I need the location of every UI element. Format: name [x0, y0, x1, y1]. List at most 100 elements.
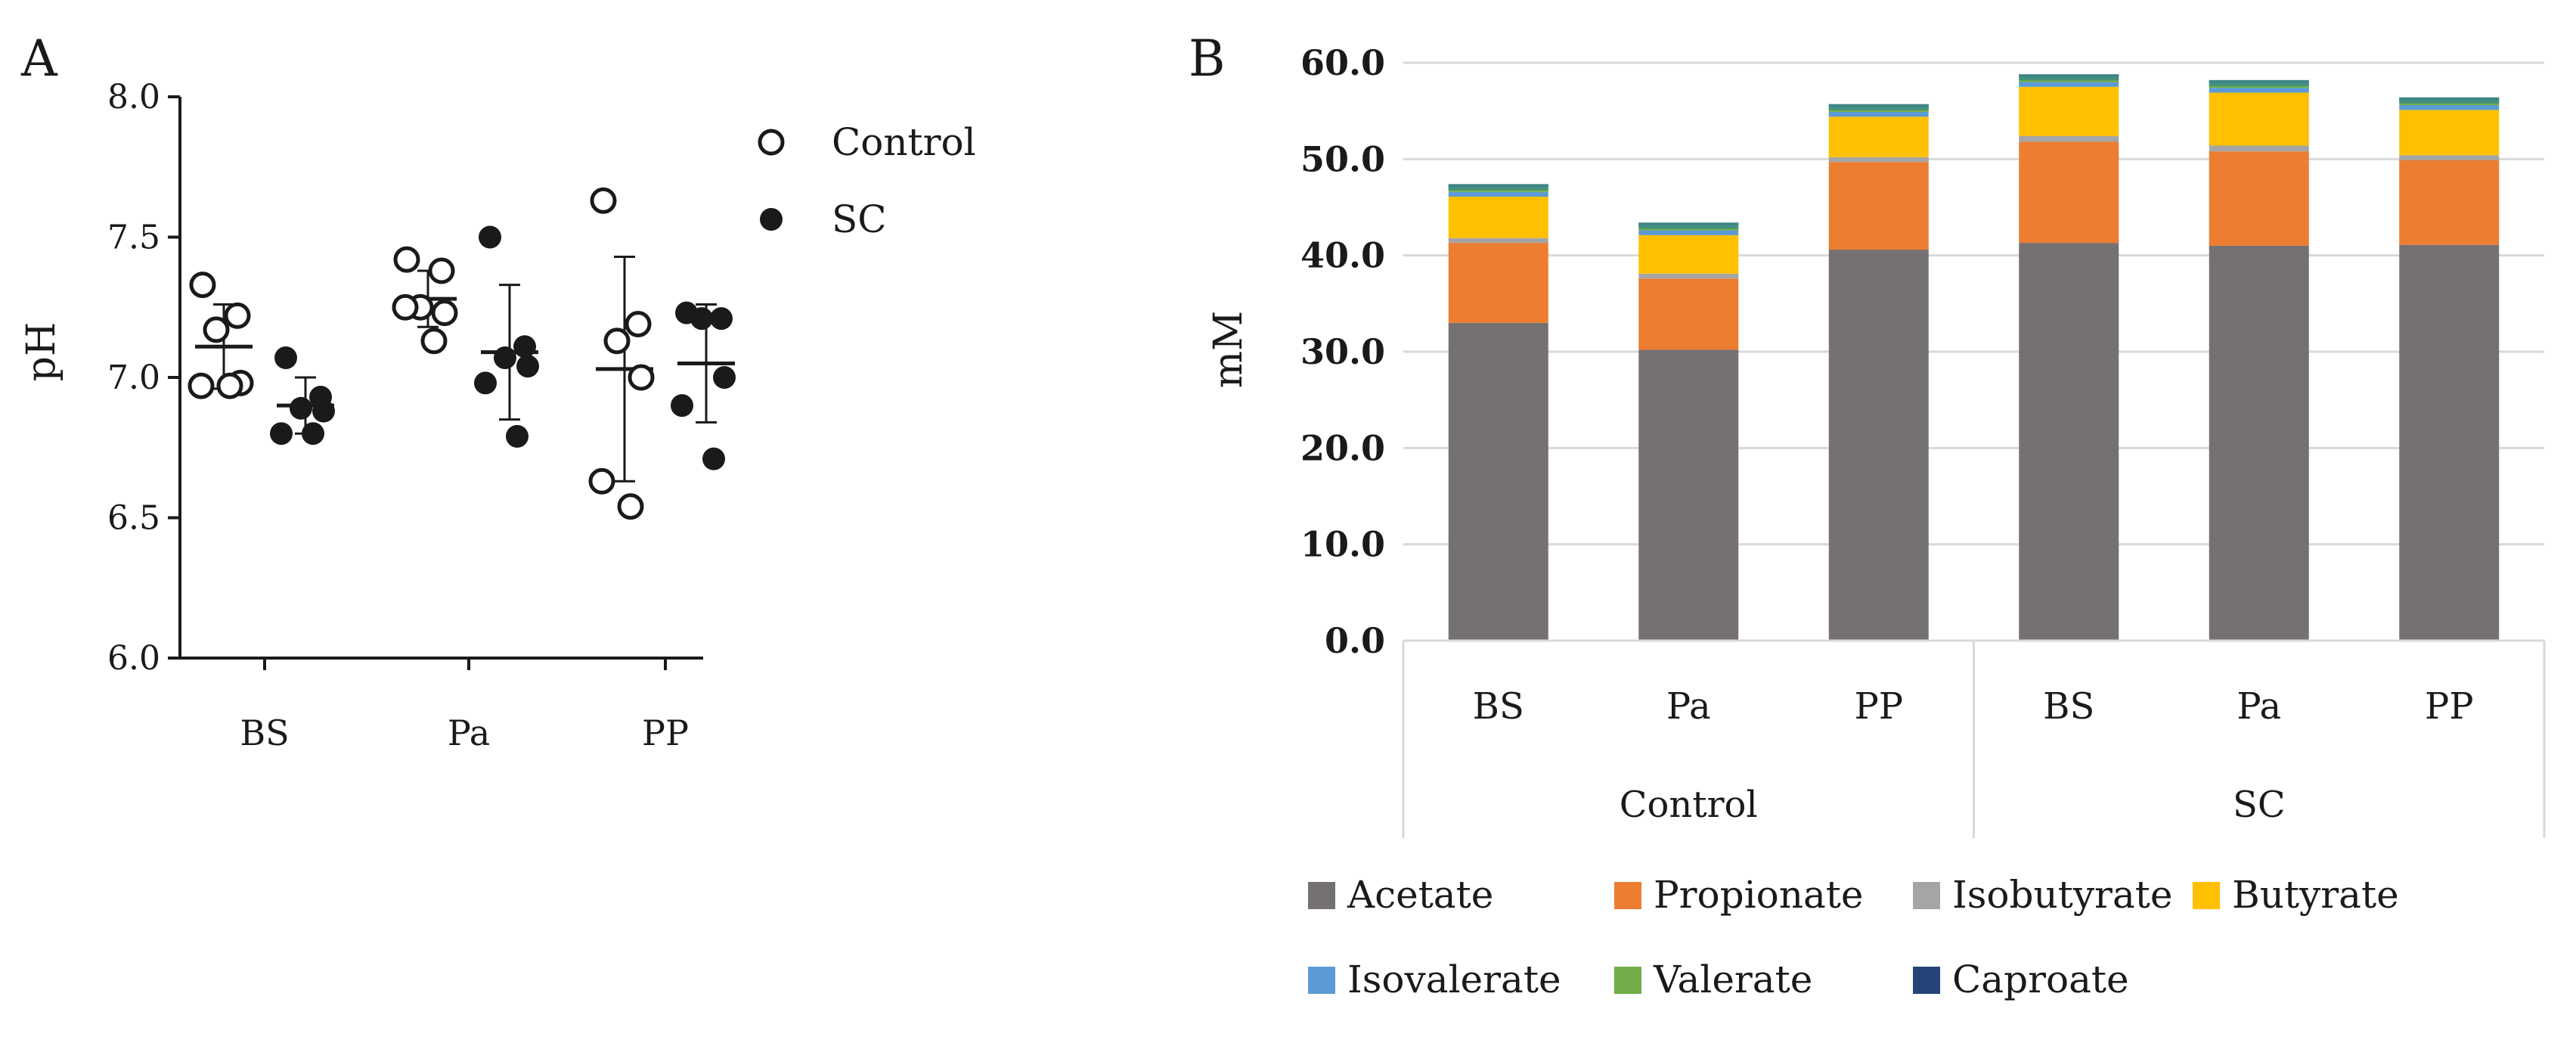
a-point-control: [393, 246, 420, 273]
b-group-label: Control: [1620, 784, 1758, 826]
b-x-tick-label: BS: [2043, 685, 2094, 728]
b-bar-segment-isovalerate: [1638, 230, 1739, 235]
a-point-control: [603, 328, 631, 355]
a-point-control: [428, 257, 455, 284]
a-y-tick-label: 8.0: [107, 78, 160, 116]
a-point-control: [628, 364, 655, 391]
b-legend-swatch: [1308, 882, 1335, 909]
a-point-sc: [312, 399, 335, 423]
b-bar-segment-isovalerate: [2019, 82, 2119, 87]
b-bar-top-band: [1828, 104, 1929, 110]
b-bar-segment-propionate: [1638, 278, 1739, 350]
b-bars: [1448, 74, 2500, 641]
b-x-tick-label: PP: [2425, 685, 2474, 728]
a-point-sc: [513, 335, 536, 359]
b-bar-top-band: [2399, 97, 2500, 104]
b-y-tick-label: 0.0: [1325, 620, 1385, 661]
a-point-sc: [713, 366, 736, 389]
b-legend-swatch: [1913, 882, 1940, 909]
a-legend-marker-control: [758, 129, 785, 156]
a-point-sc: [690, 307, 713, 331]
b-bar-segment-acetate: [2399, 244, 2500, 641]
a-point-sc: [702, 447, 725, 470]
a-point-control: [203, 316, 230, 343]
b-legend-label: Isovalerate: [1347, 958, 1561, 1001]
a-point-sc: [474, 371, 497, 395]
a-point-sc: [494, 346, 516, 370]
b-y-ticks: 0.0 10.0 20.0 30.0 40.0 50.0 60.0: [1300, 42, 1385, 661]
b-legend-label: Butyrate: [2232, 873, 2399, 917]
b-bar-segment-propionate: [1828, 162, 1929, 250]
b-legend-label: Acetate: [1347, 873, 1493, 917]
a-y-tick-label: 6.0: [107, 639, 160, 678]
a-point-sc: [516, 355, 539, 378]
b-y-tick-label: 50.0: [1300, 138, 1385, 179]
b-bar-segment-isovalerate: [1828, 111, 1929, 117]
b-bar-segment-isobutyrate: [2399, 155, 2500, 160]
b-bar-segment-isobutyrate: [1638, 273, 1739, 279]
a-x-tick-label: BS: [240, 713, 289, 753]
b-bar-top-band: [1638, 222, 1739, 229]
b-y-tick-label: 10.0: [1300, 524, 1385, 565]
b-x-tick-label: BS: [1473, 685, 1524, 728]
b-x-tick-label: Pa: [1666, 685, 1711, 728]
b-bar-segment-isovalerate: [2209, 88, 2309, 93]
b-bar-segment-isovalerate: [2399, 105, 2500, 110]
b-legend-label: Isobutyrate: [1952, 873, 2172, 917]
a-points: [188, 187, 736, 520]
b-y-tick-label: 60.0: [1300, 42, 1385, 83]
a-point-control: [625, 311, 652, 338]
a-legend-marker-sc: [760, 208, 783, 231]
b-x-axis: BS Pa PP BS Pa PP Control SC: [1402, 639, 2546, 838]
b-legend-label: Caproate: [1952, 958, 2129, 1001]
a-point-control: [617, 493, 644, 520]
b-bar-segment-acetate: [1448, 322, 1548, 641]
a-point-sc: [270, 422, 293, 446]
b-x-tick-label: Pa: [2237, 685, 2281, 728]
b-legend-label: Valerate: [1653, 958, 1812, 1001]
a-point-sc: [506, 424, 529, 448]
a-point-control: [392, 293, 419, 321]
a-point-sc: [671, 394, 693, 418]
b-bar-segment-butyrate: [2399, 110, 2500, 156]
b-bar-segment-acetate: [1638, 349, 1739, 641]
b-legend-swatch: [1614, 967, 1641, 994]
b-bar-segment-butyrate: [2209, 92, 2309, 146]
a-legend-label: Control: [832, 120, 976, 164]
b-y-axis-title: mM: [1206, 311, 1251, 389]
b-bar-segment-isobutyrate: [2209, 145, 2309, 152]
a-point-control: [216, 372, 243, 399]
a-point-sc: [710, 307, 733, 331]
a-point-sc: [274, 346, 297, 370]
b-bar-segment-butyrate: [1638, 234, 1739, 274]
b-bar-segment-propionate: [2399, 160, 2500, 245]
b-legend-label: Propionate: [1654, 873, 1863, 917]
b-bar-top-band: [2209, 79, 2309, 86]
a-legend-label: SC: [832, 197, 887, 241]
b-bar-segment-isobutyrate: [1448, 238, 1548, 244]
a-point-control: [224, 302, 251, 329]
a-point-control: [189, 272, 216, 299]
b-bar-segment-propionate: [2209, 151, 2309, 246]
panel-b: B mM 0.010.020.030.040.050.060.0 BS Pa PP B…: [1189, 29, 2546, 1001]
a-y-axis-title: pH: [19, 322, 64, 382]
b-bar-top-band: [2019, 74, 2119, 81]
a-x-tick-label: Pa: [448, 713, 490, 753]
b-group-label: SC: [2233, 784, 2286, 826]
a-y-tick-label: 6.5: [107, 499, 160, 538]
b-bar-segment-acetate: [2209, 245, 2309, 641]
a-point-sc: [479, 225, 501, 249]
b-legend-swatch: [1913, 967, 1940, 994]
b-bar-segment-butyrate: [1448, 196, 1548, 238]
b-bar-top-band: [1448, 184, 1548, 191]
b-legend-swatch: [2193, 882, 2220, 909]
a-legend: Control SC: [758, 120, 976, 241]
b-y-tick-label: 20.0: [1300, 427, 1385, 468]
a-y-tick-label: 7.0: [107, 359, 160, 397]
b-legend: Acetate Propionate Isobutyrate Butyrate Isov…: [1308, 873, 2399, 1001]
a-error-bars: [195, 255, 735, 483]
b-gridlines: [1403, 61, 2544, 546]
b-bar-segment-acetate: [2019, 243, 2119, 641]
b-bar-segment-butyrate: [2019, 86, 2119, 136]
a-x-tick-label: PP: [642, 713, 689, 753]
